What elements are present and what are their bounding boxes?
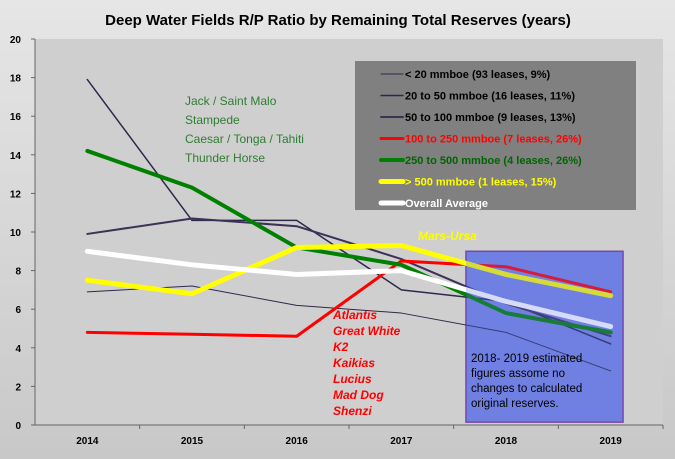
legend-box [355,61,636,210]
green-field-label: Thunder Horse [185,151,265,165]
red-field-label: Atlantis [332,308,377,322]
estimate-note-line: figures assome no [471,368,565,380]
legend-entry: 50 to 100 mmboe (9 leases, 13%) [405,112,576,124]
y-tick-label: 4 [15,344,21,355]
y-tick-label: 12 [10,189,22,200]
x-tick-label: 2017 [390,436,413,447]
x-axis: 2014 2015 2016 2017 2018 2019 [76,425,664,447]
y-tick-label: 8 [15,267,21,278]
red-field-label: K2 [333,340,349,354]
x-tick-label: 2015 [181,436,204,447]
y-tick-label: 10 [10,228,22,239]
series-line-6 [84,248,614,330]
legend-entry: 20 to 50 mmboe (16 leases, 11%) [405,91,575,103]
series-line-0 [86,285,612,372]
series-layer [84,78,623,423]
series-line-3 [85,259,613,338]
series-line-5 [84,243,614,299]
green-field-label: Stampede [185,113,240,127]
series-line-4 [85,148,613,335]
y-tick-label: 16 [10,112,22,123]
x-tick-label: 2019 [600,436,623,447]
estimate-note-line: original reserves. [471,398,559,410]
chart-title: Deep Water Fields R/P Ratio by Remaining… [105,12,571,29]
green-field-label: Jack / Saint Malo [185,94,277,108]
x-tick-label: 2016 [286,436,309,447]
annotation-mars-ursa: Mars-Ursa [418,229,477,243]
green-field-label: Caesar / Tonga / Tahiti [185,132,304,146]
y-tick-label: 0 [15,421,21,432]
red-field-label: Mad Dog [333,388,384,402]
legend-entry: < 20 mmboe (93 leases, 9%) [405,69,551,81]
legend: < 20 mmboe (93 leases, 9%) 20 to 50 mmboe… [355,61,636,210]
red-field-label: Kaikias [333,356,375,370]
y-tick-label: 2 [15,382,21,393]
estimate-note-line: 2018- 2019 estimated [471,353,582,365]
x-tick-label: 2014 [76,436,99,447]
estimate-tint [466,251,623,423]
legend-entry: 100 to 250 mmboe (7 leases, 26%) [405,134,582,146]
red-field-label: Shenzi [333,404,372,418]
y-tick-label: 6 [15,305,21,316]
legend-entry: > 500 mmboe (1 leases, 15%) [405,177,557,189]
red-field-label: Lucius [333,372,372,386]
annotation-red-fields: Atlantis Great White K2 Kaikias Lucius Mad Do… [332,308,401,418]
y-tick-label: 14 [10,151,22,162]
y-tick-label: 20 [10,35,22,46]
estimate-note-line: changes to calculated [471,383,582,395]
annotation-green-fields: Jack / Saint Malo Stampede Caesar / Tonga … [185,94,304,165]
series-line-2 [86,217,612,338]
red-field-label: Great White [333,324,401,338]
y-axis: 0 2 4 6 8 10 12 14 16 18 20 [10,35,35,432]
legend-entry: 250 to 500 mmboe (4 leases, 26%) [405,155,582,167]
legend-entry: Overall Average [405,198,488,210]
y-tick-label: 18 [10,74,22,85]
annotation-estimate-note: 2018- 2019 estimated figures assome no cha… [471,353,582,410]
x-tick-label: 2018 [495,436,518,447]
